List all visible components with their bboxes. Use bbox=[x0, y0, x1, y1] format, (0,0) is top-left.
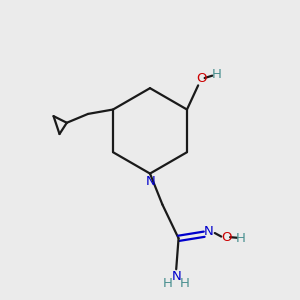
Text: N: N bbox=[146, 175, 155, 188]
Text: N: N bbox=[204, 225, 214, 238]
Text: H: H bbox=[162, 277, 172, 290]
Text: O: O bbox=[221, 231, 232, 244]
Text: H: H bbox=[212, 68, 221, 81]
Text: O: O bbox=[196, 72, 207, 86]
Text: H: H bbox=[180, 277, 190, 290]
Text: H: H bbox=[236, 232, 246, 244]
Text: N: N bbox=[171, 270, 181, 283]
